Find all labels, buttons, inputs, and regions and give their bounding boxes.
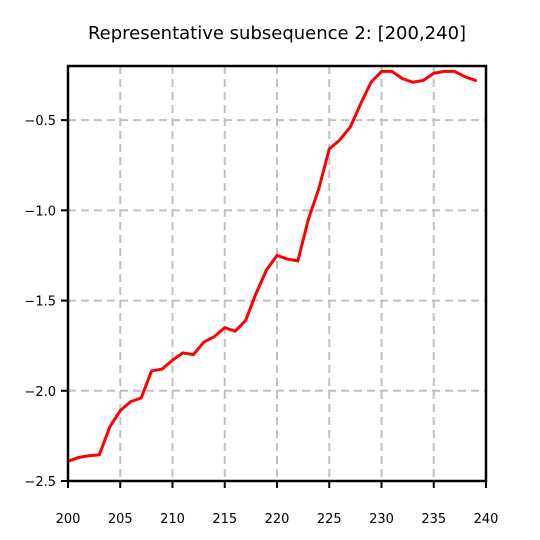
series-layer (66, 69, 478, 463)
x-tick-label: 235 (421, 512, 446, 527)
x-tick-label: 205 (108, 512, 133, 527)
x-axis: 200 205 210 215 220 225 230 235 240 (56, 481, 499, 527)
y-tick-label: −2.0 (24, 385, 56, 400)
grid (68, 66, 486, 481)
y-tick-label: −2.5 (24, 475, 56, 490)
chart-title: Representative subsequence 2: [200,240] (88, 23, 466, 44)
x-tick-label: 200 (56, 512, 81, 527)
series-line (66, 69, 478, 463)
x-tick-label: 240 (474, 512, 499, 527)
x-tick-label: 210 (160, 512, 185, 527)
y-tick-label: −0.5 (24, 114, 56, 129)
y-tick-label: −1.5 (24, 295, 56, 310)
y-axis: −2.5 −2.0 −1.5 −1.0 −0.5 (24, 114, 68, 490)
x-tick-label: 220 (265, 512, 290, 527)
x-tick-label: 225 (317, 512, 342, 527)
y-tick-label: −1.0 (24, 204, 56, 219)
x-tick-label: 215 (212, 512, 237, 527)
x-tick-label: 230 (369, 512, 394, 527)
